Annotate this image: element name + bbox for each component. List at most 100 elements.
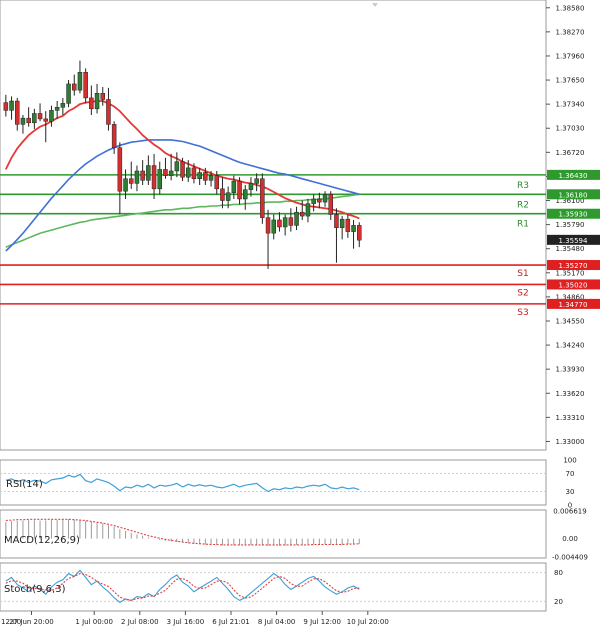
candle-body[interactable] xyxy=(220,188,225,201)
rsi-pane-frame xyxy=(0,459,547,506)
candle-body[interactable] xyxy=(174,161,180,172)
candle-body[interactable] xyxy=(208,175,214,181)
macd-tick-label: -0.004409 xyxy=(552,554,588,562)
candle-body[interactable] xyxy=(134,170,140,184)
candle-body[interactable] xyxy=(186,167,191,178)
y-tick-label: 1.35790 xyxy=(556,221,585,229)
candle-body[interactable] xyxy=(300,211,305,217)
candle-body[interactable] xyxy=(357,225,362,241)
level-name-r3: R3 xyxy=(517,181,529,191)
candle-body[interactable] xyxy=(254,178,259,184)
y-tick-label: 1.37030 xyxy=(556,125,585,133)
candle-body[interactable] xyxy=(277,219,282,228)
candle-body[interactable] xyxy=(72,83,77,91)
candle-body[interactable] xyxy=(60,103,66,108)
candle-body[interactable] xyxy=(260,178,265,218)
candle-body[interactable] xyxy=(197,172,202,180)
candle-body[interactable] xyxy=(123,178,128,192)
candle-body[interactable] xyxy=(180,161,185,178)
candle-body[interactable] xyxy=(146,165,151,181)
candle-body[interactable] xyxy=(243,189,248,200)
candle-body[interactable] xyxy=(49,110,54,122)
candle-body[interactable] xyxy=(100,93,105,100)
candle-body[interactable] xyxy=(311,198,316,204)
candle-body[interactable] xyxy=(37,113,43,120)
x-tick-label: 1 Jul 00:00 xyxy=(75,618,113,626)
candle-body[interactable] xyxy=(9,100,14,111)
candle-body[interactable] xyxy=(32,113,37,124)
candle-body[interactable] xyxy=(225,192,231,201)
level-price-box-r2 xyxy=(547,189,600,200)
scroll-marker-icon[interactable] xyxy=(372,3,378,7)
candle-body[interactable] xyxy=(77,72,83,91)
y-tick-label: 1.35480 xyxy=(556,245,585,253)
candle-body[interactable] xyxy=(26,117,31,124)
x-tick-label: 6 Jul 21:01 xyxy=(212,618,250,626)
candle-body[interactable] xyxy=(345,218,351,232)
candle-body[interactable] xyxy=(163,169,168,176)
candle-body[interactable] xyxy=(294,211,299,226)
candle-body[interactable] xyxy=(43,118,48,122)
rsi-line xyxy=(5,473,360,493)
current-price-label: 1.35594 xyxy=(559,237,588,245)
candle-body[interactable] xyxy=(20,117,26,125)
candle-body[interactable] xyxy=(157,169,162,190)
macd-tick-label: 0.006619 xyxy=(553,507,586,515)
candle-body[interactable] xyxy=(15,100,20,125)
candle-body[interactable] xyxy=(288,217,294,226)
candle-body[interactable] xyxy=(214,175,219,190)
candle-body[interactable] xyxy=(83,72,88,99)
candle-body[interactable] xyxy=(265,217,271,234)
candle-body[interactable] xyxy=(66,83,71,104)
x-tick-label: 10 Jul 20:00 xyxy=(347,618,389,626)
candle-body[interactable] xyxy=(89,97,94,110)
candle-body[interactable] xyxy=(322,194,328,203)
candle-body[interactable] xyxy=(140,170,145,181)
level-name-r2: R2 xyxy=(517,200,529,210)
candle-body[interactable] xyxy=(231,180,237,193)
candle-body[interactable] xyxy=(339,218,345,228)
candle-body[interactable] xyxy=(117,147,123,192)
ma-green-line xyxy=(5,193,360,248)
level-name-s3: S3 xyxy=(517,308,528,318)
candle-body[interactable] xyxy=(106,99,111,125)
rsi-tick-label: 100 xyxy=(563,457,576,465)
candle-body[interactable] xyxy=(191,167,197,180)
candle-body[interactable] xyxy=(334,214,339,228)
candle-body[interactable] xyxy=(3,102,9,111)
macd-label: MACD(12,26,9) xyxy=(4,535,80,546)
candle-body[interactable] xyxy=(237,180,242,200)
candle-body[interactable] xyxy=(317,198,322,203)
candle-body[interactable] xyxy=(129,178,134,184)
level-name-s1: S1 xyxy=(517,269,528,279)
y-tick-label: 1.34550 xyxy=(556,317,585,325)
candle-body[interactable] xyxy=(54,107,60,111)
candle-body[interactable] xyxy=(328,194,333,215)
level-name-s2: S2 xyxy=(517,288,528,298)
level-price-box-s1 xyxy=(547,260,600,271)
level-price-box-r3 xyxy=(547,169,600,180)
macd-signal-line xyxy=(5,518,360,546)
candle-body[interactable] xyxy=(351,225,356,232)
candle-body[interactable] xyxy=(168,170,174,176)
stoch-tick-label: 80 xyxy=(554,569,563,577)
stoch-d-line xyxy=(5,573,360,601)
candle-body[interactable] xyxy=(111,124,117,148)
candle-body[interactable] xyxy=(94,93,100,110)
candle-body[interactable] xyxy=(271,219,276,234)
rsi-tick-label: 0 xyxy=(568,502,572,510)
candle-body[interactable] xyxy=(305,203,311,217)
macd-tick-label: 0.00 xyxy=(562,535,578,543)
level-price-r2: 1.36180 xyxy=(559,191,588,199)
candle-body[interactable] xyxy=(282,217,288,228)
candle-body[interactable] xyxy=(151,165,157,190)
candle-body[interactable] xyxy=(248,183,254,190)
macd-pane-frame xyxy=(0,509,547,559)
x-tick-label: 2 Jul 08:00 xyxy=(121,618,159,626)
level-price-r1: 1.35930 xyxy=(559,211,588,219)
candle-body[interactable] xyxy=(203,172,208,181)
stoch-k-line xyxy=(5,569,360,604)
y-tick-label: 1.33930 xyxy=(556,366,585,374)
